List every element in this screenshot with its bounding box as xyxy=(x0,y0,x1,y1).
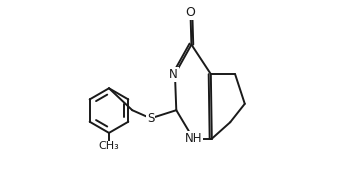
Text: CH₃: CH₃ xyxy=(99,141,119,152)
Text: O: O xyxy=(185,6,195,19)
Text: NH: NH xyxy=(185,132,202,145)
Text: N: N xyxy=(169,68,178,81)
Text: S: S xyxy=(147,112,154,125)
